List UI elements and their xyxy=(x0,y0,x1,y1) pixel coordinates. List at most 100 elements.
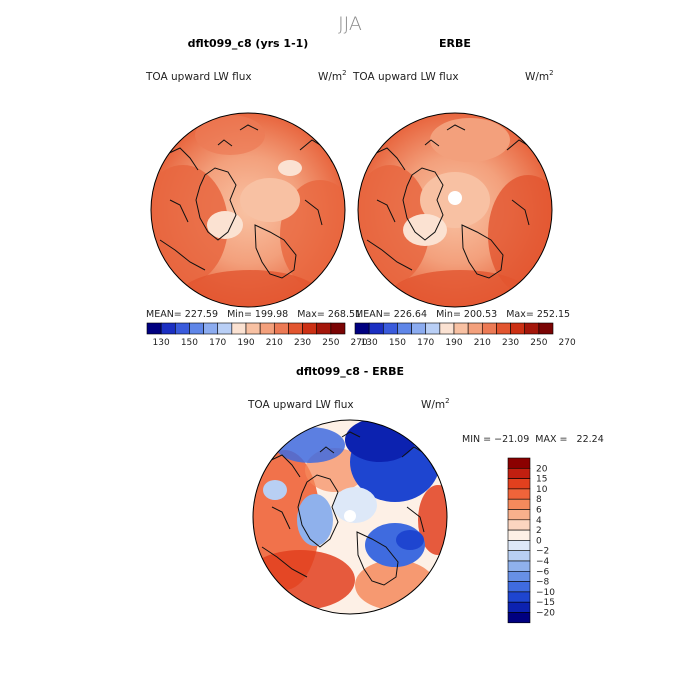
colorbar-tick-label: 4 xyxy=(536,516,542,526)
colorbar-swatch xyxy=(510,322,526,335)
colorbar-tick-label: −6 xyxy=(536,567,550,577)
colorbar-swatch xyxy=(507,519,531,531)
colorbar-swatch xyxy=(189,322,204,335)
colorbar-tick-label: 6 xyxy=(536,506,542,516)
units-label: W/m2 xyxy=(525,69,554,83)
colorbar-swatch xyxy=(538,322,554,335)
colorbar: 130 150 170 190 210 230 250 270 xyxy=(354,322,576,348)
colorbar-tick-label: 250 xyxy=(322,338,339,348)
colorbar-tick-label: 130 xyxy=(153,338,170,348)
colorbar-swatch xyxy=(411,322,427,335)
colorbar-swatch xyxy=(524,322,540,335)
colorbar-tick-label: 15 xyxy=(536,475,547,485)
colorbar-tick-label: 130 xyxy=(361,338,378,348)
map-boundary xyxy=(357,112,553,308)
panel-title: dflt099_c8 - ERBE xyxy=(296,365,404,378)
colorbar-tick-label: 190 xyxy=(237,338,254,348)
colorbar-swatch xyxy=(368,322,384,335)
colorbar-swatch xyxy=(507,601,531,613)
colorbar-swatch xyxy=(507,457,531,469)
colorbar-swatch xyxy=(439,322,455,335)
panel-difference: dflt099_c8 - ERBE TOA upward LW flux W/m… xyxy=(247,365,604,624)
polar-map xyxy=(151,113,345,307)
minmax-readout: MIN = −21.09 MAX = 22.24 xyxy=(462,434,604,445)
stats-readout: MEAN= 226.64 Min= 200.53 Max= 252.15 xyxy=(355,309,570,320)
colorbar-tick-label: 2 xyxy=(536,526,542,536)
map-boundary xyxy=(150,112,346,308)
colorbar-swatch xyxy=(354,322,370,335)
colorbar-swatch xyxy=(507,498,531,510)
colorbar-swatch xyxy=(330,322,346,335)
colorbar-swatch xyxy=(453,322,469,335)
colorbar-swatch xyxy=(217,322,233,335)
colorbar-tick-label: −2 xyxy=(536,547,549,557)
field-label: TOA upward LW flux xyxy=(247,399,354,411)
panel-title: dflt099_c8 (yrs 1-1) xyxy=(188,37,309,50)
colorbar-tick-label: 0 xyxy=(536,536,542,546)
colorbar-swatch xyxy=(507,529,531,541)
colorbar-swatch xyxy=(507,467,531,479)
colorbar-swatch xyxy=(160,322,176,335)
colorbar: 130 150 170 190 210 230 250 270 xyxy=(146,322,368,348)
colorbar-swatch xyxy=(507,488,531,500)
colorbar-swatch xyxy=(146,322,162,335)
colorbar-swatch xyxy=(507,591,531,603)
panel-observations: ERBE TOA upward LW flux W/m2 MEAN= 226.6… xyxy=(352,37,576,348)
field-label: TOA upward LW flux xyxy=(352,71,459,83)
polar-map xyxy=(253,420,447,614)
page-title: JJA xyxy=(338,13,362,35)
colorbar-swatch xyxy=(507,560,531,572)
colorbar-tick-label: −8 xyxy=(536,578,550,588)
map-boundary xyxy=(252,419,448,615)
units-label: W/m2 xyxy=(421,397,450,411)
colorbar-swatch xyxy=(507,612,531,624)
colorbar-swatch xyxy=(425,322,441,335)
colorbar-swatch xyxy=(259,322,275,335)
colorbar-tick-label: −4 xyxy=(536,557,550,567)
colorbar-swatch xyxy=(231,322,247,335)
colorbar-tick-label: 230 xyxy=(502,338,519,348)
colorbar-swatch xyxy=(174,322,190,335)
colorbar-swatch xyxy=(496,322,511,335)
colorbar-tick-label: −10 xyxy=(536,588,555,598)
colorbar-tick-label: 8 xyxy=(536,495,542,505)
colorbar-swatch xyxy=(481,322,497,335)
polar-map xyxy=(358,113,552,307)
colorbar-swatch xyxy=(507,570,531,582)
field-label: TOA upward LW flux xyxy=(145,71,252,83)
colorbar-swatch xyxy=(382,322,398,335)
colorbar-swatch xyxy=(507,540,531,552)
colorbar-tick-label: 250 xyxy=(530,338,547,348)
colorbar-swatch xyxy=(467,322,483,335)
colorbar-swatch xyxy=(507,581,531,593)
panel-title: ERBE xyxy=(439,37,471,50)
stats-readout: MEAN= 227.59 Min= 199.98 Max= 268.51 xyxy=(146,309,361,320)
colorbar-swatch xyxy=(507,550,531,562)
colorbar-swatch xyxy=(507,478,531,490)
colorbar-tick-label: 150 xyxy=(389,338,406,348)
colorbar-tick-label: −20 xyxy=(536,609,555,619)
colorbar-tick-label: 20 xyxy=(536,464,548,474)
colorbar-tick-label: 150 xyxy=(181,338,198,348)
colorbar-tick-label: 10 xyxy=(536,485,548,495)
panel-model: dflt099_c8 (yrs 1-1) TOA upward LW flux … xyxy=(145,37,368,348)
colorbar-swatch xyxy=(316,322,332,335)
colorbar-tick-label: 210 xyxy=(474,338,491,348)
colorbar-tick-label: 170 xyxy=(209,338,226,348)
colorbar-tick-label: 170 xyxy=(417,338,434,348)
colorbar-swatch xyxy=(273,322,289,335)
colorbar-tick-label: 230 xyxy=(294,338,311,348)
colorbar-tick-label: 270 xyxy=(351,338,368,348)
colorbar-swatch xyxy=(302,322,318,335)
units-label: W/m2 xyxy=(318,69,347,83)
colorbar-tick-label: 210 xyxy=(266,338,283,348)
colorbar-swatch xyxy=(288,322,303,335)
colorbar-swatch xyxy=(507,509,531,521)
colorbar-swatch xyxy=(203,322,219,335)
colorbar-tick-label: −15 xyxy=(536,598,555,608)
colorbar-swatch xyxy=(245,322,261,335)
colorbar-tick-label: 270 xyxy=(559,338,576,348)
